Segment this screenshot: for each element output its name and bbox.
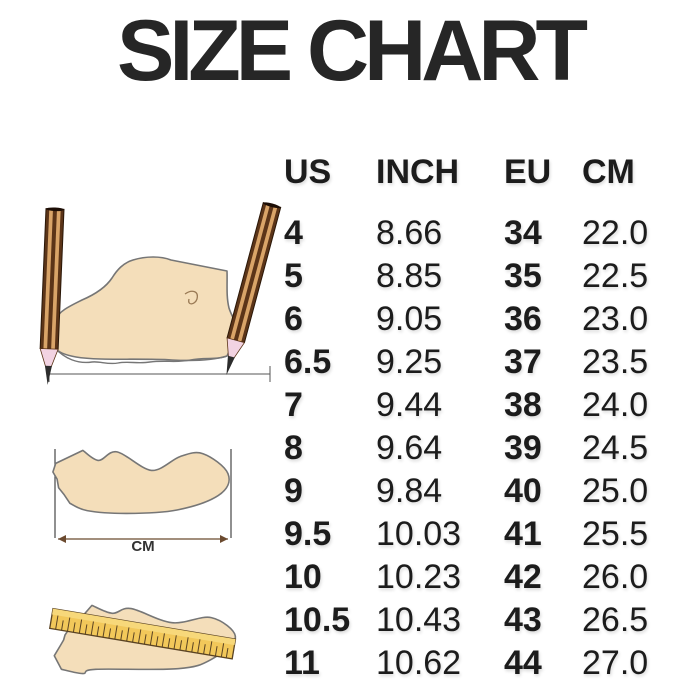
svg-text:CM: CM — [131, 538, 154, 555]
